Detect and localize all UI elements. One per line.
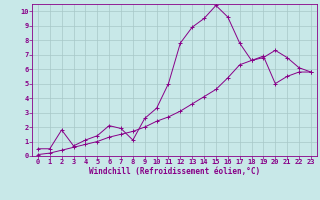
X-axis label: Windchill (Refroidissement éolien,°C): Windchill (Refroidissement éolien,°C) — [89, 167, 260, 176]
